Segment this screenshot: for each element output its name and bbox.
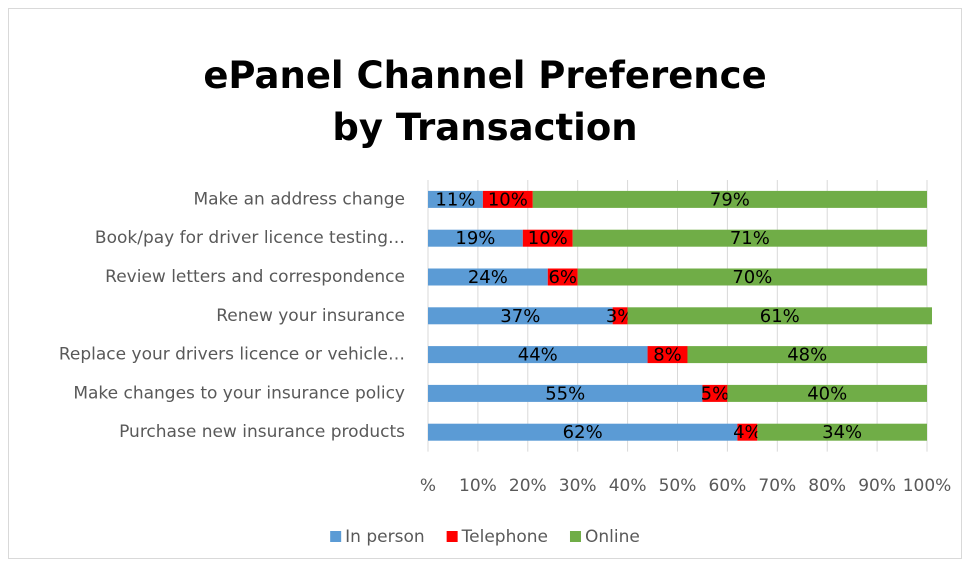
data-label: 48%: [787, 345, 827, 366]
bar-segment: [428, 423, 738, 441]
data-label: 79%: [710, 189, 750, 210]
x-tick-label: 60%: [709, 476, 747, 496]
legend-swatch: [569, 531, 581, 542]
category-label: Replace your drivers licence or vehicle…: [59, 345, 405, 365]
legend-label: Telephone: [461, 527, 548, 547]
bar-segment: [627, 307, 932, 325]
bar-segment: [727, 384, 927, 402]
data-label: 24%: [468, 267, 508, 288]
legend-swatch: [446, 531, 458, 542]
x-tick-label: 90%: [858, 476, 896, 496]
legend-label: Online: [585, 527, 640, 547]
bar-segment: [757, 423, 927, 441]
chart-title: ePanel Channel Preference by Transaction: [203, 54, 767, 149]
chart-frame: [8, 8, 962, 559]
bar-segment: [428, 268, 548, 286]
category-label: Make changes to your insurance policy: [73, 383, 405, 403]
data-label: 10%: [528, 228, 568, 249]
data-label: 37%: [500, 306, 540, 327]
bar-segment: [428, 190, 483, 208]
bar-segment: [428, 229, 523, 247]
bar-segment: [687, 346, 927, 364]
bar-segment: [428, 384, 703, 402]
data-label: 62%: [563, 422, 603, 443]
data-label: 44%: [518, 345, 558, 366]
x-tick-label: 20%: [509, 476, 547, 496]
data-label: 6%: [548, 267, 577, 288]
legend-label: In person: [345, 527, 424, 547]
data-label: 70%: [732, 267, 772, 288]
bar-segment: [612, 307, 628, 325]
category-label: Make an address change: [193, 189, 405, 209]
bar-segment: [428, 346, 648, 364]
category-label: Purchase new insurance products: [119, 422, 405, 442]
x-tick-label: 70%: [758, 476, 796, 496]
bar-segment: [522, 229, 573, 247]
data-label: 55%: [545, 383, 585, 404]
data-label: 3%: [606, 306, 635, 327]
legend-swatch: [330, 531, 342, 542]
data-label: 61%: [760, 306, 800, 327]
data-label: 8%: [653, 345, 682, 366]
bar-segment: [532, 190, 927, 208]
x-tick-label: %: [420, 476, 436, 496]
data-label: 10%: [488, 189, 528, 210]
bar-segment: [577, 268, 927, 286]
bar-segment: [428, 307, 613, 325]
bar-segment: [547, 268, 578, 286]
x-tick-label: 40%: [609, 476, 647, 496]
x-tick-label: 80%: [808, 476, 846, 496]
data-label: 5%: [701, 383, 730, 404]
category-label: Book/pay for driver licence testing…: [95, 228, 405, 248]
data-label: 19%: [455, 228, 495, 249]
data-label: 34%: [822, 422, 862, 443]
bar-segment: [702, 384, 728, 402]
data-label: 11%: [435, 189, 475, 210]
data-label: 71%: [730, 228, 770, 249]
x-tick-label: 100%: [903, 476, 952, 496]
category-label: Renew your insurance: [216, 306, 405, 326]
bar-segment: [647, 346, 688, 364]
x-tick-label: 50%: [659, 476, 697, 496]
x-tick-label: 10%: [459, 476, 497, 496]
category-label: Review letters and correspondence: [105, 267, 405, 287]
x-tick-label: 30%: [559, 476, 597, 496]
data-label: 4%: [733, 422, 762, 443]
bar-segment: [572, 229, 927, 247]
data-label: 40%: [807, 383, 847, 404]
bar-segment: [482, 190, 533, 208]
bar-segment: [737, 423, 758, 441]
